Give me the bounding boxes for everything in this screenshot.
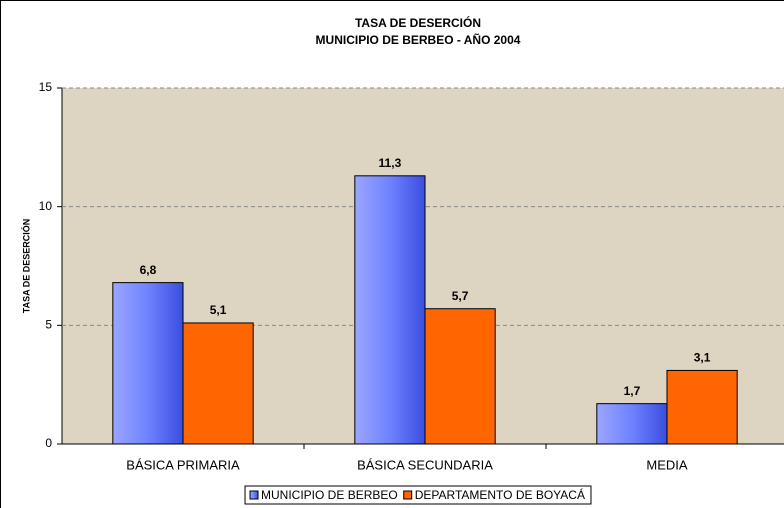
bar <box>354 175 426 445</box>
legend-swatch <box>403 490 413 500</box>
bar <box>666 369 738 445</box>
y-tick-label: 0 <box>45 436 52 450</box>
bar <box>596 403 668 445</box>
y-tick-label: 5 <box>45 318 52 332</box>
legend-swatch <box>249 490 259 500</box>
x-tick-label: BÁSICA SECUNDARIA <box>357 457 493 472</box>
x-tick-label: MEDIA <box>646 457 688 472</box>
legend-label: DEPARTAMENTO DE BOYACÁ <box>415 487 585 502</box>
bar <box>424 308 496 445</box>
data-label: 5,1 <box>210 303 227 317</box>
bar <box>112 282 184 445</box>
x-tick-label: BÁSICA PRIMARIA <box>126 457 240 472</box>
data-label: 6,8 <box>140 263 157 277</box>
data-label: 5,7 <box>452 289 469 303</box>
y-tick-label: 15 <box>39 80 53 94</box>
chart-title: TASA DE DESERCIÓN <box>355 15 481 30</box>
legend-label: MUNICIPIO DE BERBEO <box>261 488 398 502</box>
legend-box <box>244 485 592 505</box>
chart-subtitle: MUNICIPIO DE BERBEO - AÑO 2004 <box>316 32 521 47</box>
data-label: 1,7 <box>624 384 641 398</box>
y-axis-label: TASA DE DESERCIÓN <box>20 219 31 314</box>
y-tick-label: 10 <box>39 199 53 213</box>
data-label: 11,3 <box>379 156 402 170</box>
data-label: 3,1 <box>694 351 711 365</box>
bar <box>182 322 254 445</box>
